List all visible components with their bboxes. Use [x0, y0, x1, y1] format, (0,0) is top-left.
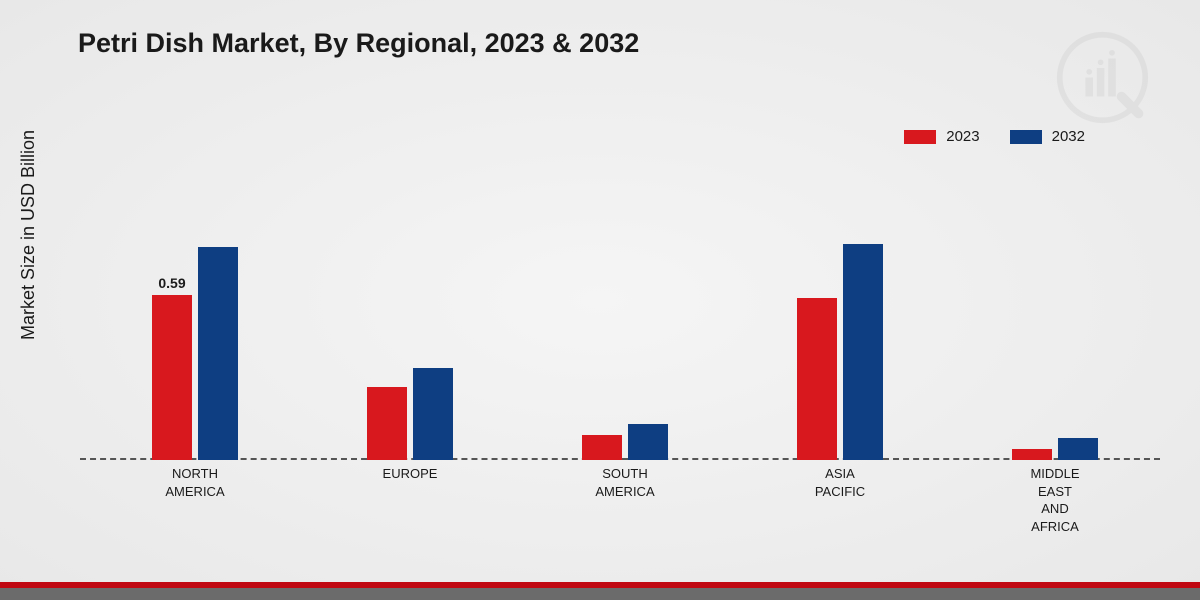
footer-bar — [0, 588, 1200, 600]
x-axis-category-label: ASIA PACIFIC — [815, 465, 865, 500]
watermark-logo — [1055, 30, 1150, 130]
bar-group — [367, 368, 453, 460]
x-axis-category-label: EUROPE — [383, 465, 438, 483]
bar-2032 — [1058, 438, 1098, 460]
bar-group: 0.59 — [152, 247, 238, 460]
bar-2023 — [1012, 449, 1052, 460]
legend-item-2032: 2032 — [1010, 128, 1085, 145]
bar-2032 — [628, 424, 668, 460]
bar-value-label: 0.59 — [158, 275, 185, 291]
y-axis-label: Market Size in USD Billion — [18, 130, 39, 340]
bar-2023 — [367, 387, 407, 460]
x-axis-category-label: SOUTH AMERICA — [595, 465, 654, 500]
bar-group — [582, 424, 668, 460]
bar-2032 — [198, 247, 238, 460]
legend: 2023 2032 — [904, 128, 1085, 145]
legend-swatch-2023 — [904, 130, 936, 144]
chart-title: Petri Dish Market, By Regional, 2023 & 2… — [78, 28, 639, 59]
x-axis-category-label: NORTH AMERICA — [165, 465, 224, 500]
x-axis-category-label: MIDDLE EAST AND AFRICA — [1030, 465, 1079, 535]
bar-2032 — [413, 368, 453, 460]
legend-label-2023: 2023 — [946, 128, 979, 145]
legend-swatch-2032 — [1010, 130, 1042, 144]
bar-2023 — [582, 435, 622, 460]
bar-2023 — [797, 298, 837, 460]
chart-plot-area: 0.59 — [80, 180, 1160, 460]
bar-2032 — [843, 244, 883, 460]
bar-group — [1012, 438, 1098, 460]
bar-2023: 0.59 — [152, 295, 192, 460]
legend-label-2032: 2032 — [1052, 128, 1085, 145]
bar-group — [797, 244, 883, 460]
legend-item-2023: 2023 — [904, 128, 979, 145]
